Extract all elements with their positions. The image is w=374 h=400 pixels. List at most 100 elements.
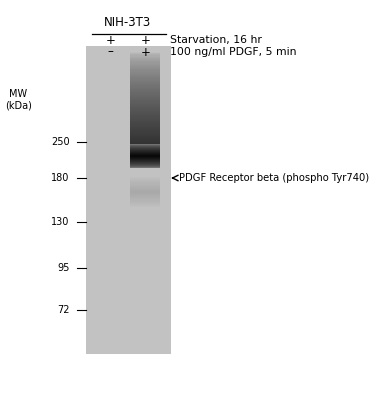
Bar [130, 164, 160, 165]
Bar [130, 167, 160, 168]
Bar [130, 83, 160, 84]
Bar [130, 116, 160, 118]
Bar [130, 148, 160, 149]
Bar [130, 81, 160, 82]
Bar [130, 64, 160, 65]
Bar [130, 99, 160, 100]
Bar [130, 159, 160, 160]
Bar [130, 110, 160, 111]
Bar [130, 198, 160, 200]
Bar [130, 84, 160, 85]
Bar [130, 94, 160, 96]
Bar [130, 113, 160, 114]
Bar [130, 190, 160, 191]
Text: 180: 180 [51, 173, 70, 183]
Bar [130, 57, 160, 58]
Bar [130, 121, 160, 122]
Bar [130, 75, 160, 76]
Bar [130, 78, 160, 80]
Bar [130, 184, 160, 186]
Bar [130, 186, 160, 187]
Bar [130, 100, 160, 102]
Bar [130, 140, 160, 142]
Text: +: + [140, 46, 150, 58]
Bar [130, 111, 160, 112]
Bar [130, 58, 160, 59]
Bar [130, 188, 160, 189]
Bar [130, 61, 160, 62]
Bar [86, 46, 171, 354]
Bar [130, 206, 160, 207]
Bar [130, 74, 160, 75]
Bar [130, 191, 160, 192]
Bar [130, 146, 160, 147]
Text: 95: 95 [57, 263, 70, 273]
Bar [130, 135, 160, 136]
Bar [130, 118, 160, 119]
Bar [130, 85, 160, 86]
Bar [130, 59, 160, 60]
Bar [130, 176, 160, 177]
Bar [130, 67, 160, 68]
Bar [130, 130, 160, 131]
Bar [130, 150, 160, 151]
Bar [130, 142, 160, 143]
Bar [130, 197, 160, 198]
Bar [130, 80, 160, 81]
Bar [130, 53, 160, 54]
Bar [130, 179, 160, 180]
Bar [130, 156, 160, 157]
Text: +: + [140, 34, 150, 46]
Bar [130, 65, 160, 66]
Bar [130, 196, 160, 197]
Text: NIH-3T3: NIH-3T3 [104, 16, 151, 28]
Bar [130, 76, 160, 77]
Text: Starvation, 16 hr: Starvation, 16 hr [169, 35, 261, 45]
Text: MW
(kDa): MW (kDa) [5, 89, 31, 111]
Bar [130, 180, 160, 181]
Bar [130, 178, 160, 179]
Bar [130, 131, 160, 132]
Bar [130, 60, 160, 61]
Bar [130, 90, 160, 91]
Bar [130, 98, 160, 99]
Bar [130, 86, 160, 88]
Bar [130, 132, 160, 134]
Bar [130, 128, 160, 129]
Bar [130, 160, 160, 161]
Bar [130, 108, 160, 110]
Text: 72: 72 [57, 305, 70, 315]
Bar [130, 149, 160, 150]
Bar [130, 96, 160, 97]
Bar [130, 70, 160, 72]
Bar [130, 187, 160, 188]
Bar [130, 134, 160, 135]
Bar [130, 200, 160, 202]
Bar [130, 189, 160, 190]
Bar [130, 158, 160, 159]
Text: 130: 130 [51, 217, 70, 227]
Bar [130, 114, 160, 115]
Bar [130, 72, 160, 73]
Text: PDGF Receptor beta (phospho Tyr740): PDGF Receptor beta (phospho Tyr740) [179, 173, 369, 183]
Bar [130, 119, 160, 120]
Bar [130, 123, 160, 124]
Bar [130, 126, 160, 127]
Bar [130, 115, 160, 116]
Bar [130, 182, 160, 184]
Bar [130, 165, 160, 166]
Bar [130, 129, 160, 130]
Bar [130, 92, 160, 94]
Bar [130, 91, 160, 92]
Bar [130, 177, 160, 178]
Bar [130, 104, 160, 105]
Bar [130, 122, 160, 123]
Bar [130, 207, 160, 208]
Bar [130, 69, 160, 70]
Bar [130, 195, 160, 196]
Bar [130, 136, 160, 137]
Bar [130, 147, 160, 148]
Bar [130, 52, 160, 53]
Text: –: – [108, 46, 113, 58]
Bar [130, 205, 160, 206]
